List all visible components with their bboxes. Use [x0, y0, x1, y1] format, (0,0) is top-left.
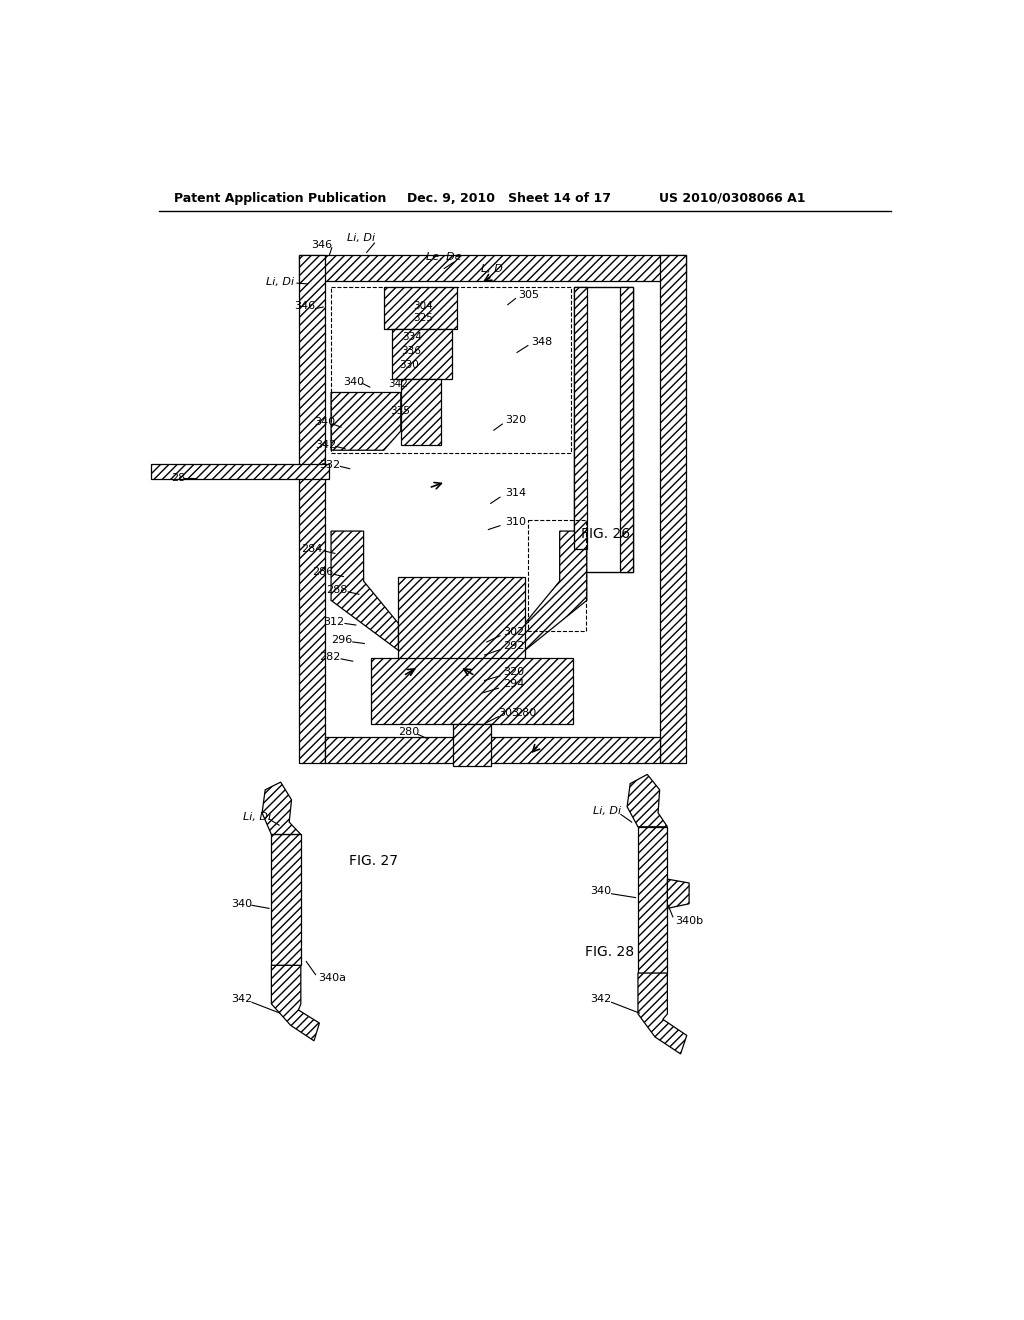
Text: 294: 294 [503, 680, 524, 689]
Bar [271, 834, 301, 965]
Text: 335: 335 [390, 407, 410, 416]
Text: 342: 342 [388, 379, 409, 389]
Bar [331, 286, 570, 453]
Bar [574, 286, 633, 572]
Bar [372, 659, 572, 723]
Polygon shape [331, 531, 398, 651]
Polygon shape [331, 392, 400, 450]
Text: Le, De: Le, De [426, 252, 462, 261]
Polygon shape [524, 531, 587, 651]
Text: FIG. 26: FIG. 26 [582, 527, 631, 541]
Bar [384, 286, 458, 330]
Text: 304: 304 [414, 301, 433, 312]
Text: 340: 340 [343, 376, 365, 387]
Text: 342: 342 [315, 440, 337, 450]
Text: Li, Di: Li, Di [243, 812, 270, 822]
Text: 280: 280 [515, 708, 536, 718]
Text: 330: 330 [399, 360, 419, 370]
Text: L, D: L, D [480, 264, 503, 275]
Text: 296: 296 [331, 635, 352, 645]
Text: 286: 286 [312, 566, 334, 577]
Text: 340: 340 [231, 899, 252, 908]
Text: 346: 346 [295, 301, 315, 312]
Bar [325, 737, 659, 763]
Text: 334: 334 [402, 333, 422, 342]
Polygon shape [627, 775, 668, 826]
Text: 302: 302 [503, 627, 524, 638]
Text: FIG. 27: FIG. 27 [349, 854, 398, 867]
Polygon shape [668, 879, 689, 908]
Text: 320: 320 [503, 667, 524, 677]
Text: Li, Di: Li, Di [593, 807, 622, 816]
Text: 310: 310 [506, 517, 526, 527]
Text: 320: 320 [506, 416, 526, 425]
Bar [659, 255, 686, 763]
Text: Patent Application Publication: Patent Application Publication [174, 191, 387, 205]
Text: 292: 292 [503, 640, 524, 651]
Bar [528, 520, 586, 631]
Bar [621, 286, 633, 572]
Bar [453, 723, 492, 766]
Text: 280: 280 [397, 727, 419, 737]
Text: 288: 288 [327, 585, 348, 594]
Text: 340b: 340b [675, 916, 703, 925]
Text: 342: 342 [590, 994, 611, 1005]
Text: 303: 303 [499, 708, 519, 718]
Text: 314: 314 [506, 488, 526, 499]
Bar [638, 826, 668, 973]
Text: 332: 332 [319, 459, 341, 470]
Text: 346: 346 [311, 240, 333, 251]
Bar [299, 255, 325, 763]
Text: 340: 340 [314, 417, 335, 426]
Text: 340a: 340a [318, 973, 347, 983]
Text: 348: 348 [531, 337, 552, 347]
Bar [391, 330, 452, 379]
Bar [400, 379, 441, 445]
Text: 28: 28 [171, 473, 185, 483]
Text: FIG. 28: FIG. 28 [586, 945, 635, 958]
Bar [299, 255, 686, 281]
Polygon shape [262, 781, 301, 834]
Bar [152, 465, 329, 479]
Text: 340: 340 [590, 887, 611, 896]
Text: 312: 312 [324, 616, 344, 627]
Text: Dec. 9, 2010   Sheet 14 of 17: Dec. 9, 2010 Sheet 14 of 17 [407, 191, 611, 205]
Text: 282: 282 [318, 652, 340, 663]
Text: US 2010/0308066 A1: US 2010/0308066 A1 [658, 191, 805, 205]
Text: 325: 325 [414, 313, 433, 323]
Polygon shape [271, 965, 319, 1040]
Bar [398, 577, 525, 663]
Text: Li, Di: Li, Di [266, 277, 294, 286]
Text: 305: 305 [518, 290, 540, 301]
Text: Li, Di: Li, Di [346, 232, 375, 243]
Text: 342: 342 [231, 994, 252, 1005]
Polygon shape [638, 973, 687, 1053]
Bar [574, 286, 587, 549]
Text: 336: 336 [400, 346, 421, 356]
Text: 284: 284 [302, 544, 323, 554]
